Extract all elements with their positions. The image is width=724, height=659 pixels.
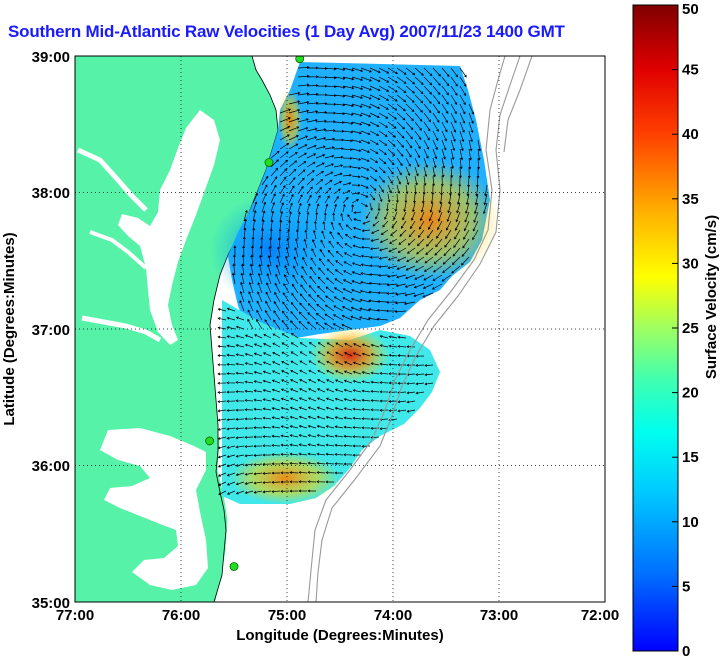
y-tick-label: 35:00: [32, 595, 70, 612]
colorbar-tick-label: 25: [682, 320, 699, 337]
y-tick-label: 37:00: [32, 322, 70, 339]
colorbar-tick-label: 40: [682, 126, 699, 143]
x-axis: 77:00 76:00 75:00 74:00 73:00 72:00 Long…: [56, 607, 619, 644]
james-river: [81, 315, 162, 343]
station-marker: [229, 562, 239, 571]
bathymetry-contours: [307, 56, 533, 602]
coastline: [209, 56, 279, 602]
y-axis: 39:00 38:00 37:00 36:00 35:00 Latitude (…: [1, 49, 70, 612]
grid-lines: [75, 56, 605, 602]
colorbar-tick-label: 0: [682, 643, 690, 659]
colorbar-tick-label: 10: [682, 514, 699, 531]
colorbar-tick-label: 15: [682, 449, 699, 466]
station-marker: [295, 56, 305, 64]
x-axis-label: Longitude (Degrees:Minutes): [236, 627, 444, 644]
y-tick-label: 38:00: [32, 185, 70, 202]
potomac-river: [76, 147, 148, 212]
station-marker: [205, 436, 215, 446]
colorbar: 0 5 10 15 20 25 30 35 40 45 50 Surface Velocity (c…: [632, 1, 720, 659]
x-tick-label: 74:00: [374, 607, 412, 624]
colorbar-tick-label: 5: [682, 578, 690, 595]
colorbar-tick-label: 35: [682, 191, 699, 208]
plot-frame: [74, 55, 606, 603]
map-title: Southern Mid-Atlantic Raw Velocities (1 …: [8, 22, 565, 41]
x-tick-label: 73:00: [480, 607, 518, 624]
velocity-hotspot-northwest: [278, 90, 302, 150]
x-tick-label: 75:00: [268, 607, 306, 624]
chesapeake-bay: [118, 110, 220, 345]
colorbar-ticks: 0 5 10 15 20 25 30 35 40 45 50: [672, 1, 699, 659]
velocity-field: [210, 62, 500, 504]
colorbar-tick-label: 50: [682, 1, 699, 18]
york-river: [89, 230, 148, 270]
x-tick-label: 72:00: [581, 607, 619, 624]
colorbar-tick-label: 30: [682, 255, 699, 272]
y-tick-label: 36:00: [32, 458, 70, 475]
velocity-hotspot-south: [230, 452, 340, 504]
velocity-arrows: [217, 65, 488, 496]
x-tick-label: 76:00: [162, 607, 200, 624]
x-tick-label: 77:00: [56, 607, 94, 624]
colorbar-label: Surface Velocity (cm/s): [703, 215, 720, 379]
colorbar-tick-label: 20: [682, 385, 699, 402]
radar-stations: [205, 56, 305, 571]
colorbar-tick-label: 45: [682, 62, 699, 79]
velocity-arrow-set: [217, 65, 488, 496]
station-marker: [264, 158, 274, 167]
y-axis-label: Latitude (Degrees:Minutes): [1, 232, 18, 425]
colorbar-gradient: [632, 4, 679, 652]
y-tick-label: 39:00: [32, 49, 70, 66]
